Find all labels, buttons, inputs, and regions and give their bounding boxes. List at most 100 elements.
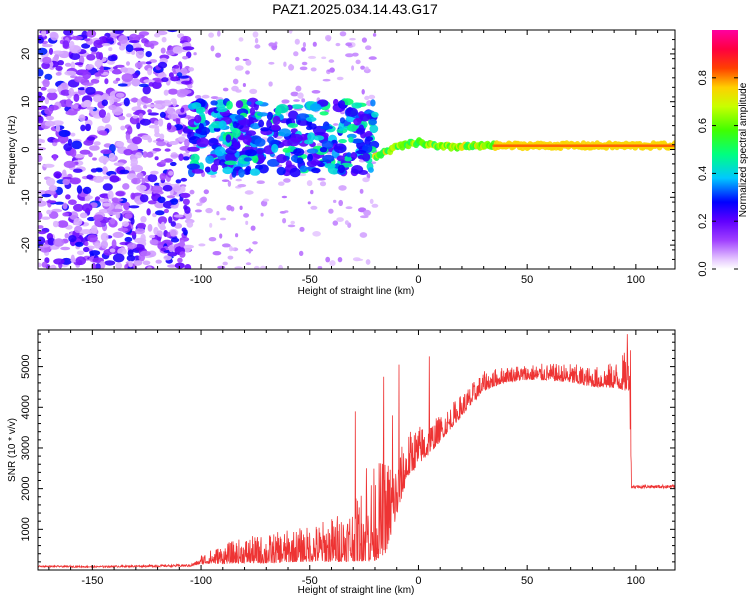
heatmap-cell <box>57 85 63 93</box>
heatmap-cell <box>154 103 162 109</box>
snr-ytick-label: 1000 <box>20 517 32 541</box>
heatmap-cell <box>112 253 125 263</box>
snr-xtick-label: 100 <box>627 575 645 587</box>
heatmap-cell <box>95 263 101 269</box>
heatmap-cell <box>38 68 44 77</box>
heatmap-cell <box>188 67 195 72</box>
heatmap-cell <box>138 113 144 118</box>
spectrogram-xtick-label: 50 <box>521 274 533 286</box>
heatmap-cell <box>310 67 317 72</box>
heatmap-cell <box>94 242 102 249</box>
heatmap-cell <box>195 95 202 99</box>
heatmap-cell <box>288 110 299 120</box>
heatmap-cell <box>53 258 65 265</box>
heatmap-cell <box>93 141 101 146</box>
heatmap-cell <box>147 200 157 205</box>
heatmap-cell <box>338 199 344 207</box>
heatmap-cell <box>170 98 177 103</box>
heatmap-cell <box>242 83 246 87</box>
heatmap-cell <box>270 124 281 131</box>
heatmap-cell <box>46 209 52 215</box>
heatmap-cell <box>182 46 195 51</box>
heatmap-cell <box>115 191 125 197</box>
heatmap-cell <box>108 47 113 52</box>
heatmap-cell <box>254 138 266 147</box>
heatmap-cell <box>237 184 247 188</box>
heatmap-cell <box>348 136 354 143</box>
heatmap-cell <box>141 177 146 184</box>
heatmap-cell <box>245 220 249 225</box>
heatmap-cell <box>361 37 367 43</box>
heatmap-cell <box>130 97 139 103</box>
heatmap-cell <box>93 39 105 48</box>
heatmap-cell <box>124 236 133 243</box>
heatmap-cell <box>135 152 143 159</box>
heatmap-cell <box>368 118 377 126</box>
heatmap-cell <box>359 188 364 194</box>
heatmap-cell <box>362 177 370 183</box>
heatmap-cell <box>142 151 148 158</box>
heatmap-cell <box>120 125 126 131</box>
heatmap-cell <box>355 258 364 261</box>
heatmap-cell <box>158 118 164 127</box>
heatmap-cell <box>361 89 365 95</box>
heatmap-cell <box>128 33 139 43</box>
heatmap-cell <box>170 204 179 209</box>
heatmap-cell <box>73 218 83 226</box>
heatmap-cell <box>89 250 101 256</box>
heatmap-cell <box>346 152 352 158</box>
heatmap-cell <box>160 221 166 230</box>
heatmap-cell <box>193 52 197 56</box>
heatmap-cell <box>139 194 149 203</box>
snr-xtick-label: -50 <box>302 575 318 587</box>
heatmap-cell <box>53 171 62 179</box>
heatmap-cell <box>170 161 177 167</box>
heatmap-cell <box>111 239 117 249</box>
heatmap-cell <box>370 99 376 107</box>
heatmap-cell <box>256 112 268 117</box>
heatmap-cell <box>168 216 173 224</box>
heatmap-cell <box>189 189 195 195</box>
heatmap-cell <box>38 262 42 268</box>
heatmap-cell <box>332 220 339 226</box>
heatmap-cell <box>70 61 76 70</box>
heatmap-cell <box>167 264 177 268</box>
heatmap-cell <box>91 225 98 234</box>
heatmap-cell <box>58 129 70 138</box>
heatmap-cell <box>287 137 300 147</box>
heatmap-cell <box>282 147 292 153</box>
heatmap-cell <box>290 220 296 225</box>
heatmap-cell <box>69 40 75 50</box>
heatmap-cell <box>64 62 72 67</box>
heatmap-cell <box>360 65 365 70</box>
heatmap-cell <box>219 159 226 166</box>
heatmap-cell <box>186 163 200 170</box>
heatmap-cell <box>157 216 168 225</box>
heatmap-cell <box>100 149 112 155</box>
heatmap-cell <box>73 154 85 158</box>
heatmap-cell <box>320 125 333 130</box>
heatmap-cell <box>57 60 64 66</box>
snr-xtick-label: 0 <box>415 575 421 587</box>
heatmap-cell <box>245 149 257 157</box>
spectrogram-ytick-label: 20 <box>20 48 32 60</box>
heatmap-cell <box>287 123 299 128</box>
heatmap-cell <box>125 113 132 118</box>
heatmap-cell <box>38 138 44 143</box>
heatmap-cell <box>351 165 364 174</box>
heatmap-cell <box>52 220 59 228</box>
heatmap-cell <box>121 73 134 82</box>
heatmap-cell <box>177 136 186 142</box>
heatmap-cell <box>38 106 44 111</box>
heatmap-cell <box>364 95 370 101</box>
heatmap-cell <box>299 165 308 173</box>
heatmap-cell <box>306 180 313 187</box>
heatmap-cell <box>285 160 292 168</box>
heatmap-cell <box>147 112 159 116</box>
heatmap-cell <box>307 201 311 205</box>
heatmap-cell <box>130 217 135 225</box>
heatmap-cell <box>204 166 211 173</box>
heatmap-cell <box>195 128 202 134</box>
heatmap-cell <box>254 44 261 49</box>
